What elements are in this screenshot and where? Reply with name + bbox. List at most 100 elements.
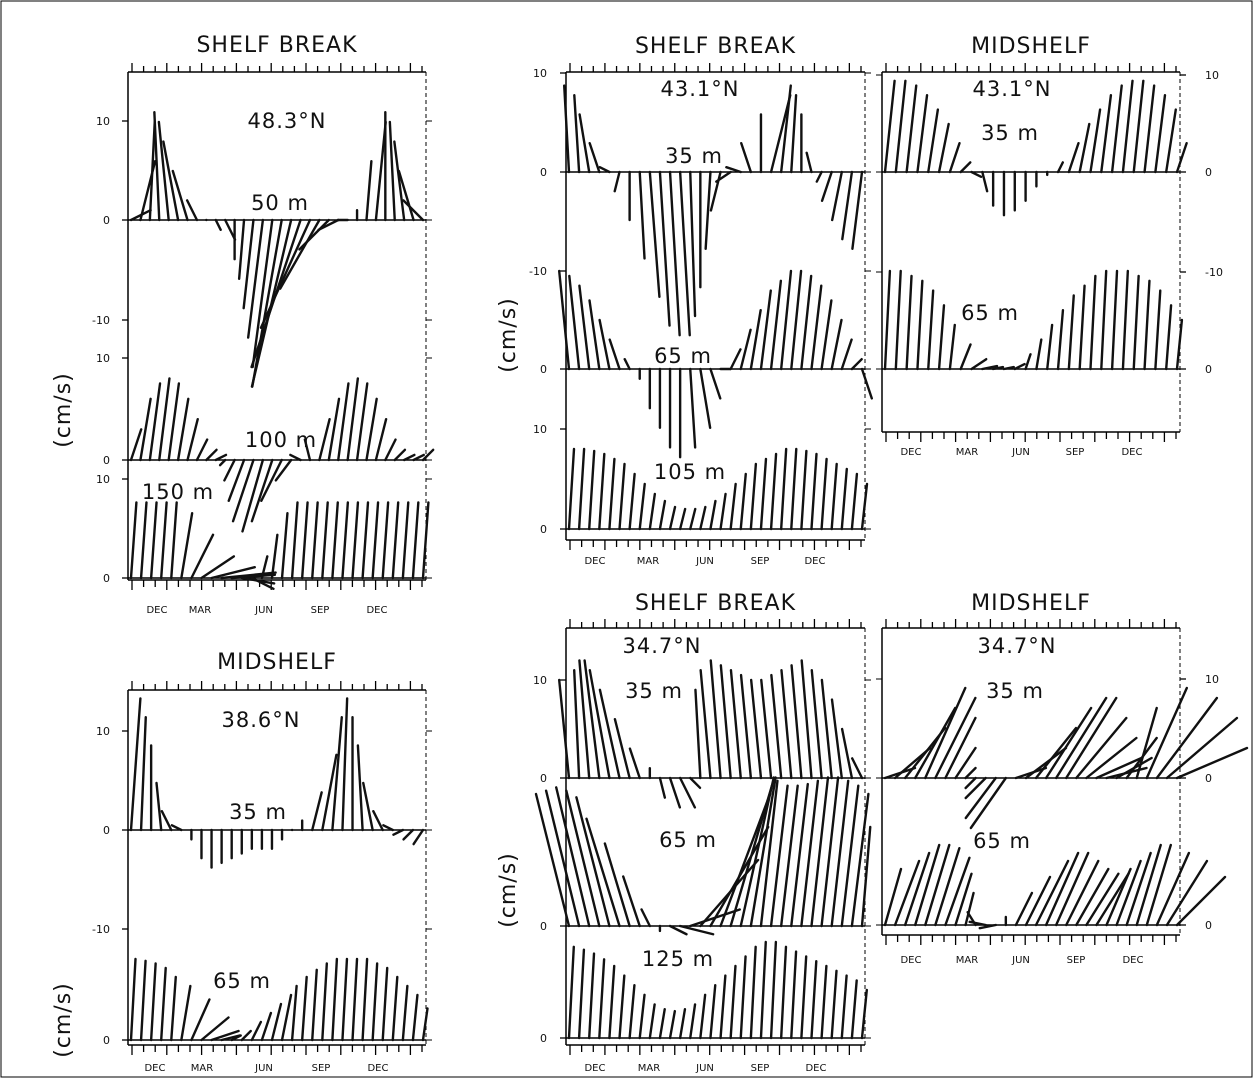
- stick-vector: [598, 165, 611, 174]
- month-label-dec: DEC: [804, 556, 825, 567]
- stick-vector: [402, 199, 425, 222]
- stick-vector: [905, 84, 918, 174]
- stick-vector: [351, 957, 359, 1042]
- stick-vector: [251, 218, 274, 369]
- stick-vector: [155, 781, 163, 832]
- value-tick-label: 0: [540, 523, 547, 536]
- stick-vector: [381, 501, 390, 580]
- latitude-label: 34.7°N: [978, 634, 1057, 658]
- month-label-jun: JUN: [1011, 955, 1030, 966]
- stick-vector: [230, 1034, 242, 1042]
- stick-vector: [1154, 289, 1162, 371]
- stick-vector: [820, 776, 840, 928]
- stick-vector: [709, 367, 722, 400]
- stick-vector: [840, 974, 848, 1040]
- stick-vector: [240, 1029, 252, 1042]
- stick-vector: [280, 993, 293, 1042]
- stick-vector: [944, 716, 977, 780]
- stick-vector: [565, 789, 601, 928]
- stick-vector: [341, 957, 349, 1042]
- panel-title: SHELF BREAK: [196, 33, 357, 58]
- stick-vector: [374, 418, 388, 462]
- stick-vector: [810, 669, 823, 780]
- stick-vector: [1164, 304, 1173, 371]
- stick-vector: [840, 467, 848, 531]
- stick-vector: [805, 151, 813, 174]
- stick-vector: [598, 452, 606, 531]
- stick-vector: [218, 458, 227, 467]
- stick-vector: [850, 472, 859, 531]
- stick-vector: [365, 397, 378, 462]
- stick-vector: [311, 501, 319, 580]
- stick-vector: [851, 170, 864, 251]
- stick-vector: [850, 792, 870, 928]
- stick-vector: [905, 274, 913, 371]
- stick-vector: [981, 170, 989, 193]
- stick-vector: [1132, 79, 1145, 174]
- y-axis-label: (cm/s): [51, 982, 76, 1058]
- stick-vector: [160, 501, 168, 580]
- stick-vector: [171, 169, 189, 222]
- stick-vector: [412, 453, 425, 462]
- depth-label: 50 m: [251, 191, 309, 215]
- stick-vector: [820, 678, 833, 780]
- stick-vector: [927, 289, 935, 371]
- stick-vector: [231, 458, 255, 523]
- stick-vector: [1145, 843, 1172, 927]
- stick-vector: [393, 448, 407, 462]
- stick-vector: [1014, 891, 1034, 927]
- stick-vector: [689, 367, 697, 449]
- month-label-sep: SEP: [1067, 955, 1086, 966]
- stick-vector: [689, 507, 697, 531]
- stick-vector: [374, 120, 387, 222]
- stick-vector: [840, 727, 854, 780]
- stick-vector: [148, 120, 156, 222]
- month-label-mar: MAR: [956, 447, 978, 458]
- stick-vector: [588, 669, 611, 780]
- depth-label: 35 m: [981, 121, 1039, 145]
- stick-vector: [969, 776, 1008, 830]
- stick-vector: [678, 776, 697, 809]
- stick-vector: [129, 697, 142, 832]
- panel-title: SHELF BREAK: [635, 591, 796, 616]
- stick-vector: [346, 377, 360, 462]
- stick-vector: [1175, 875, 1227, 927]
- stick-vector: [1067, 294, 1075, 371]
- stick-vector: [850, 358, 863, 371]
- stick-vector: [578, 113, 591, 174]
- stick-vector: [790, 447, 798, 531]
- stick-vector: [964, 776, 987, 800]
- stick-vector: [739, 955, 747, 1040]
- month-label-dec: DEC: [900, 447, 921, 458]
- value-tick-label: 0: [540, 363, 547, 376]
- stick-vector: [598, 318, 611, 371]
- stick-vector: [618, 462, 626, 531]
- month-label-mar: MAR: [638, 1063, 660, 1074]
- stick-vector: [709, 499, 717, 531]
- stick-vector: [186, 418, 199, 462]
- stick-vector: [840, 338, 853, 371]
- stick-vector: [230, 573, 277, 580]
- value-tick-label: 0: [540, 920, 547, 933]
- stick-vector: [327, 397, 341, 462]
- stick-vector: [1085, 736, 1138, 780]
- stick-vector: [1035, 338, 1043, 371]
- stick-vector: [603, 842, 631, 928]
- stick-vector: [331, 957, 339, 1042]
- stick-vector: [544, 789, 581, 928]
- stick-vector: [402, 828, 415, 841]
- stick-vector: [1100, 93, 1113, 174]
- stick-vector: [948, 323, 956, 371]
- stick-vector: [321, 753, 338, 832]
- value-tick-label: 0: [540, 166, 547, 179]
- stick-vector: [916, 93, 929, 174]
- stick-vector: [317, 218, 340, 232]
- stick-vector: [176, 397, 190, 462]
- stick-vector: [740, 141, 753, 174]
- stick-vector: [851, 757, 864, 780]
- stick-vector: [1145, 686, 1188, 780]
- month-label-jun: JUN: [1011, 447, 1030, 458]
- stick-vector: [991, 365, 1005, 371]
- stick-vector: [153, 110, 161, 222]
- stick-vector: [830, 170, 843, 222]
